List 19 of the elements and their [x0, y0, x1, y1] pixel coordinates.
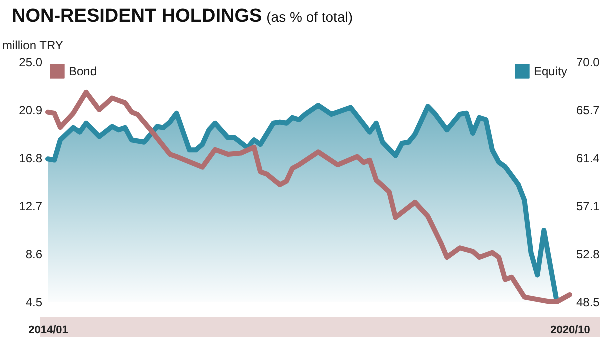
chart-title: NON-RESIDENT HOLDINGS [12, 6, 262, 27]
y-tick-label: 12.7 [19, 200, 43, 214]
legend-label: Bond [69, 64, 98, 78]
y-tick-label: 8.6 [26, 248, 43, 262]
y2-tick-label: 70.0 [576, 56, 600, 70]
y2-tick-label: 61.4 [576, 152, 600, 166]
y-axis-title: million TRY [2, 38, 64, 52]
chart-subtitle: (as % of total) [266, 9, 354, 25]
y-tick-label: 25.0 [19, 56, 43, 70]
x-tick-label: 2020/10 [550, 324, 590, 336]
y-tick-label: 4.5 [26, 296, 43, 310]
legend-label: Equity [534, 64, 568, 78]
y2-tick-label: 52.8 [576, 248, 600, 262]
y-tick-label: 20.9 [19, 104, 43, 118]
y2-tick-label: 48.5 [576, 296, 600, 310]
y2-tick-label: 57.1 [576, 200, 600, 214]
y2-tick-label: 65.7 [576, 104, 600, 118]
x-tick-label: 2014/01 [28, 324, 68, 336]
y-tick-label: 16.8 [19, 152, 43, 166]
